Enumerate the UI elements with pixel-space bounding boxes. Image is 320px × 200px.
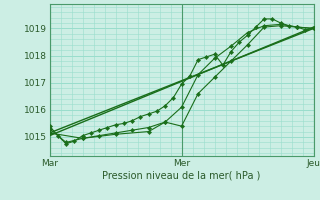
X-axis label: Pression niveau de la mer( hPa ): Pression niveau de la mer( hPa ) xyxy=(102,171,261,181)
